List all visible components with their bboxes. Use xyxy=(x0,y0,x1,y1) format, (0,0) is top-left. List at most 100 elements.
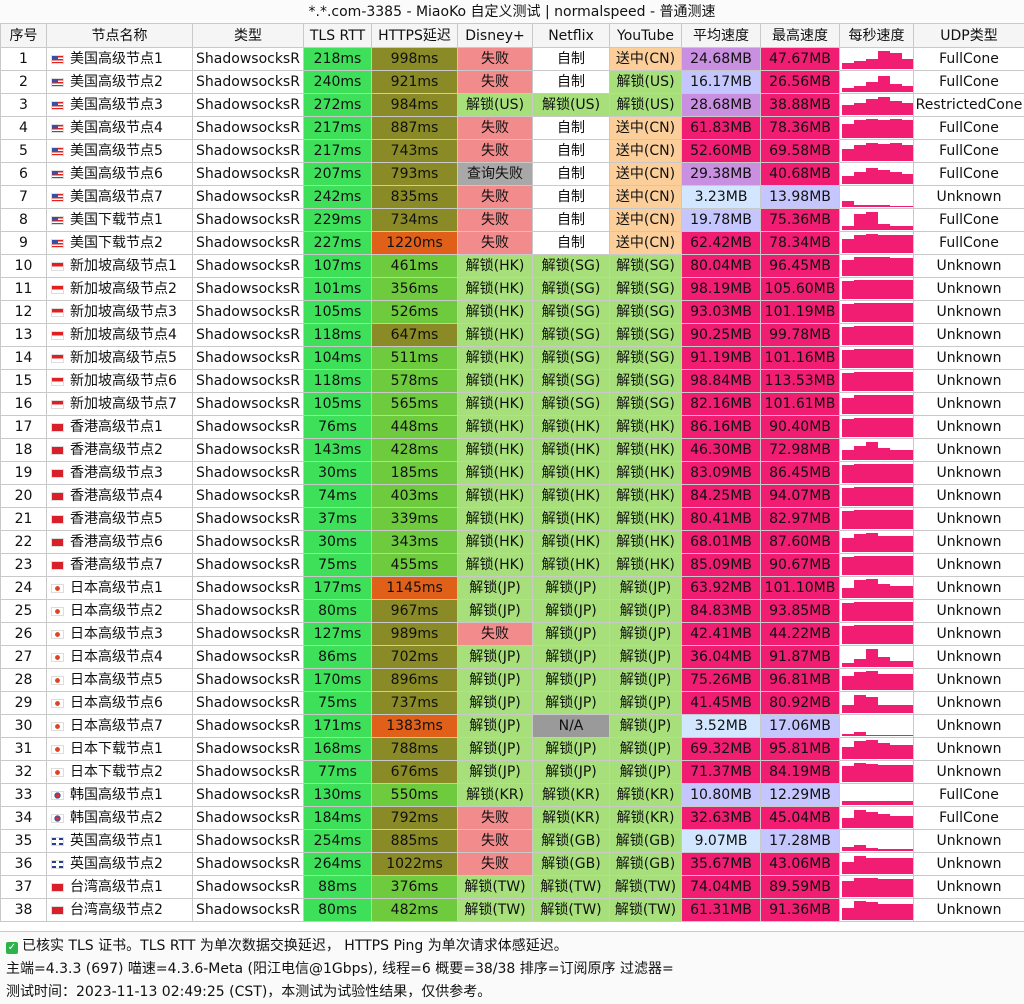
node-name-cell: 韩国高级节点2 xyxy=(47,807,193,830)
udp-type-cell: Unknown xyxy=(914,439,1024,462)
column-header: 类型 xyxy=(193,24,304,48)
per-second-speed-cell xyxy=(840,140,914,163)
disney-status-cell: 解锁(JP) xyxy=(458,761,533,784)
node-name-cell: 香港高级节点6 xyxy=(47,531,193,554)
column-header: 最高速度 xyxy=(761,24,840,48)
node-name: 新加坡高级节点1 xyxy=(70,258,177,274)
node-name: 台湾高级节点2 xyxy=(70,902,163,918)
avg-speed-cell: 68.01MB xyxy=(682,531,761,554)
flag-us-icon xyxy=(51,239,64,248)
disney-status-cell: 解锁(US) xyxy=(458,94,533,117)
flag-jp-icon xyxy=(51,676,64,685)
youtube-status-cell: 解锁(SG) xyxy=(610,347,682,370)
udp-type-cell: FullCone xyxy=(914,807,1024,830)
udp-type-cell: Unknown xyxy=(914,761,1024,784)
flag-us-icon xyxy=(51,147,64,156)
row-index-cell: 34 xyxy=(1,807,47,830)
per-second-speed-cell xyxy=(840,485,914,508)
disney-status-cell: 解锁(HK) xyxy=(458,347,533,370)
sparkline-bar xyxy=(902,120,914,138)
node-name: 日本高级节点5 xyxy=(70,672,163,688)
sparkline-bar xyxy=(890,206,902,207)
max-speed-cell: 89.59MB xyxy=(761,876,840,899)
sparkline-bar xyxy=(866,418,878,437)
netflix-status-cell: N/A xyxy=(533,715,610,738)
disney-status-cell: 查询失败 xyxy=(458,163,533,186)
protocol-type-cell: ShadowsocksR xyxy=(193,370,304,393)
protocol-type-cell: ShadowsocksR xyxy=(193,416,304,439)
node-name-cell: 新加坡高级节点1 xyxy=(47,255,193,278)
node-name: 新加坡高级节点4 xyxy=(70,327,177,343)
flag-us-icon xyxy=(51,170,64,179)
speed-sparkline xyxy=(842,463,911,483)
avg-speed-cell: 10.80MB xyxy=(682,784,761,807)
netflix-status-cell: 解锁(GB) xyxy=(533,830,610,853)
sparkline-bar xyxy=(890,226,902,230)
udp-type-cell: Unknown xyxy=(914,646,1024,669)
row-index-cell: 1 xyxy=(1,48,47,71)
tls-rtt-cell: 74ms xyxy=(304,485,372,508)
max-speed-cell: 87.60MB xyxy=(761,531,840,554)
sparkline-bar xyxy=(842,747,854,759)
per-second-speed-cell xyxy=(840,48,914,71)
flag-gb-icon xyxy=(51,860,64,869)
column-header: Disney+ xyxy=(458,24,533,48)
node-name-cell: 美国高级节点5 xyxy=(47,140,193,163)
protocol-type-cell: ShadowsocksR xyxy=(193,738,304,761)
node-name-cell: 美国高级节点6 xyxy=(47,163,193,186)
tls-rtt-cell: 105ms xyxy=(304,393,372,416)
disney-status-cell: 解锁(TW) xyxy=(458,876,533,899)
udp-type-cell: Unknown xyxy=(914,853,1024,876)
speed-sparkline xyxy=(842,532,911,552)
sparkline-bar xyxy=(854,372,866,391)
youtube-status-cell: 解锁(SG) xyxy=(610,370,682,393)
https-latency-cell: 550ms xyxy=(372,784,458,807)
sparkline-bar xyxy=(854,349,866,368)
max-speed-cell: 38.88MB xyxy=(761,94,840,117)
tls-rtt-cell: 171ms xyxy=(304,715,372,738)
row-index-cell: 22 xyxy=(1,531,47,554)
youtube-status-cell: 解锁(HK) xyxy=(610,439,682,462)
speed-sparkline xyxy=(842,417,911,437)
flag-kr-icon xyxy=(51,814,64,823)
node-name-cell: 美国下载节点2 xyxy=(47,232,193,255)
avg-speed-cell: 52.60MB xyxy=(682,140,761,163)
per-second-speed-cell xyxy=(840,876,914,899)
sparkline-bar xyxy=(878,144,890,161)
flag-hk-icon xyxy=(51,492,64,501)
https-latency-cell: 835ms xyxy=(372,186,458,209)
sparkline-bar xyxy=(842,63,854,69)
sparkline-bar xyxy=(902,745,914,759)
udp-type-cell: Unknown xyxy=(914,462,1024,485)
sparkline-bar xyxy=(842,201,854,207)
max-speed-cell: 44.22MB xyxy=(761,623,840,646)
udp-type-cell: Unknown xyxy=(914,623,1024,646)
node-name: 日本高级节点4 xyxy=(70,649,163,665)
per-second-speed-cell xyxy=(840,255,914,278)
netflix-status-cell: 自制 xyxy=(533,48,610,71)
protocol-type-cell: ShadowsocksR xyxy=(193,830,304,853)
udp-type-cell: Unknown xyxy=(914,416,1024,439)
sparkline-bar xyxy=(854,257,866,276)
udp-type-cell: Unknown xyxy=(914,370,1024,393)
https-latency-cell: 356ms xyxy=(372,278,458,301)
node-name-cell: 香港高级节点3 xyxy=(47,462,193,485)
protocol-type-cell: ShadowsocksR xyxy=(193,531,304,554)
protocol-type-cell: ShadowsocksR xyxy=(193,462,304,485)
netflix-status-cell: 自制 xyxy=(533,117,610,140)
avg-speed-cell: 46.30MB xyxy=(682,439,761,462)
per-second-speed-cell xyxy=(840,531,914,554)
tls-note: 已核实 TLS 证书。TLS RTT 为单次数据交换延迟， HTTPS Ping… xyxy=(22,938,568,954)
https-latency-cell: 343ms xyxy=(372,531,458,554)
node-name-cell: 香港高级节点4 xyxy=(47,485,193,508)
udp-type-cell: Unknown xyxy=(914,393,1024,416)
netflix-status-cell: 解锁(JP) xyxy=(533,692,610,715)
tls-rtt-cell: 217ms xyxy=(304,117,372,140)
per-second-speed-cell xyxy=(840,508,914,531)
youtube-status-cell: 解锁(JP) xyxy=(610,761,682,784)
udp-type-cell: Unknown xyxy=(914,324,1024,347)
